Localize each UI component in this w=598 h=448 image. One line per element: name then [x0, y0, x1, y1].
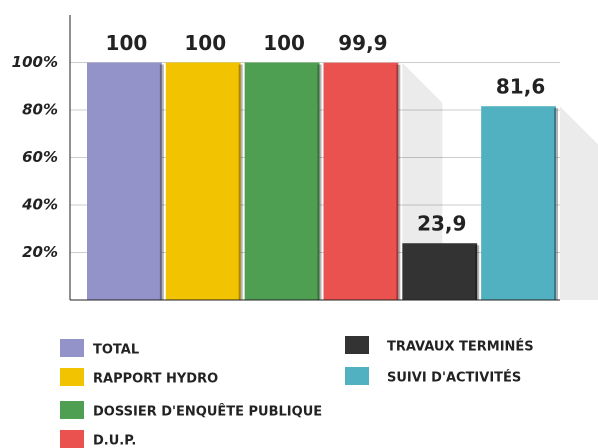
- value-label: 99,9: [338, 31, 387, 55]
- legend-label: SUIVI D'ACTIVITÉS: [387, 370, 521, 386]
- bar: [165, 62, 241, 300]
- bar: [481, 106, 556, 300]
- bar-shadow: [402, 62, 443, 300]
- legend-swatch: [60, 430, 84, 448]
- y-tick-label: 80%: [22, 101, 58, 119]
- legend-label: D.U.P.: [93, 434, 136, 448]
- value-label: 100: [106, 31, 148, 55]
- bar-side: [317, 64, 322, 300]
- y-tick-label: 40%: [21, 196, 58, 214]
- value-label: 81,6: [496, 75, 545, 99]
- legend-swatch: [345, 336, 369, 354]
- bar-side: [554, 108, 558, 300]
- bar-shadow: [560, 106, 598, 300]
- bar: [244, 62, 320, 300]
- legend-label: DOSSIER D'ENQUÊTE PUBLIQUE: [93, 404, 322, 420]
- y-tick-label: 60%: [22, 148, 58, 166]
- bar-side: [396, 64, 401, 300]
- bar-side: [238, 64, 243, 300]
- legend-label: TOTAL: [93, 343, 139, 358]
- bar: [87, 62, 162, 300]
- legend-swatch: [60, 339, 84, 357]
- legend-label: RAPPORT HYDRO: [93, 372, 218, 387]
- y-tick-label: 100%: [12, 53, 58, 71]
- value-label: 23,9: [417, 212, 466, 236]
- legend-label: TRAVAUX TERMINÉS: [387, 339, 534, 355]
- bar-side: [159, 64, 164, 300]
- y-tick-label: 20%: [22, 243, 58, 261]
- value-label: 100: [263, 31, 305, 55]
- legend-swatch: [345, 367, 369, 385]
- bar: [402, 243, 478, 300]
- bar-side: [475, 245, 480, 300]
- legend-swatch: [60, 368, 84, 386]
- bar: [323, 62, 399, 300]
- legend-swatch: [60, 401, 84, 419]
- value-label: 100: [184, 31, 226, 55]
